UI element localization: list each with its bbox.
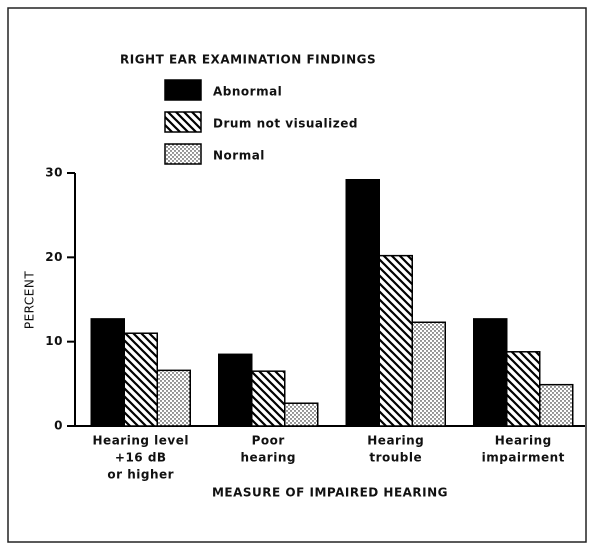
- legend-label: Drum not visualized: [213, 117, 358, 131]
- x-tick-label: Hearing level: [93, 434, 189, 448]
- frame: [7, 7, 587, 543]
- legend-label: Normal: [213, 149, 265, 163]
- y-tick-label: 0: [54, 419, 63, 433]
- x-tick-label: Poor: [252, 434, 285, 448]
- y-tick-label: 10: [45, 334, 63, 348]
- x-tick-label: impairment: [482, 451, 565, 465]
- bar: [156, 369, 191, 427]
- x-tick-label: trouble: [369, 451, 422, 465]
- bar: [218, 353, 253, 427]
- x-tick-label: +16 dB: [115, 451, 167, 465]
- x-tick-label: Hearing: [495, 434, 552, 448]
- x-tick-label: hearing: [241, 451, 296, 465]
- legend-label: Abnormal: [213, 85, 282, 99]
- legend-swatch: [164, 143, 202, 165]
- bar: [123, 332, 158, 427]
- bar: [284, 402, 319, 427]
- bar: [539, 383, 574, 427]
- bar: [378, 254, 413, 427]
- x-axis-label: MEASURE OF IMPAIRED HEARING: [212, 486, 448, 500]
- x-tick-label: Hearing: [367, 434, 424, 448]
- chart-title: RIGHT EAR EXAMINATION FINDINGS: [120, 53, 376, 67]
- bar: [345, 178, 380, 427]
- bar: [411, 321, 446, 427]
- x-tick-label: or higher: [107, 468, 174, 482]
- bar: [251, 370, 286, 427]
- y-axis-label: PERCENT: [23, 271, 37, 329]
- bar: [506, 351, 541, 427]
- y-tick-label: 30: [45, 166, 63, 180]
- bar: [473, 318, 508, 427]
- legend-swatch: [164, 111, 202, 133]
- y-tick-label: 20: [45, 250, 63, 264]
- legend-swatch: [164, 79, 202, 101]
- bar: [90, 318, 125, 427]
